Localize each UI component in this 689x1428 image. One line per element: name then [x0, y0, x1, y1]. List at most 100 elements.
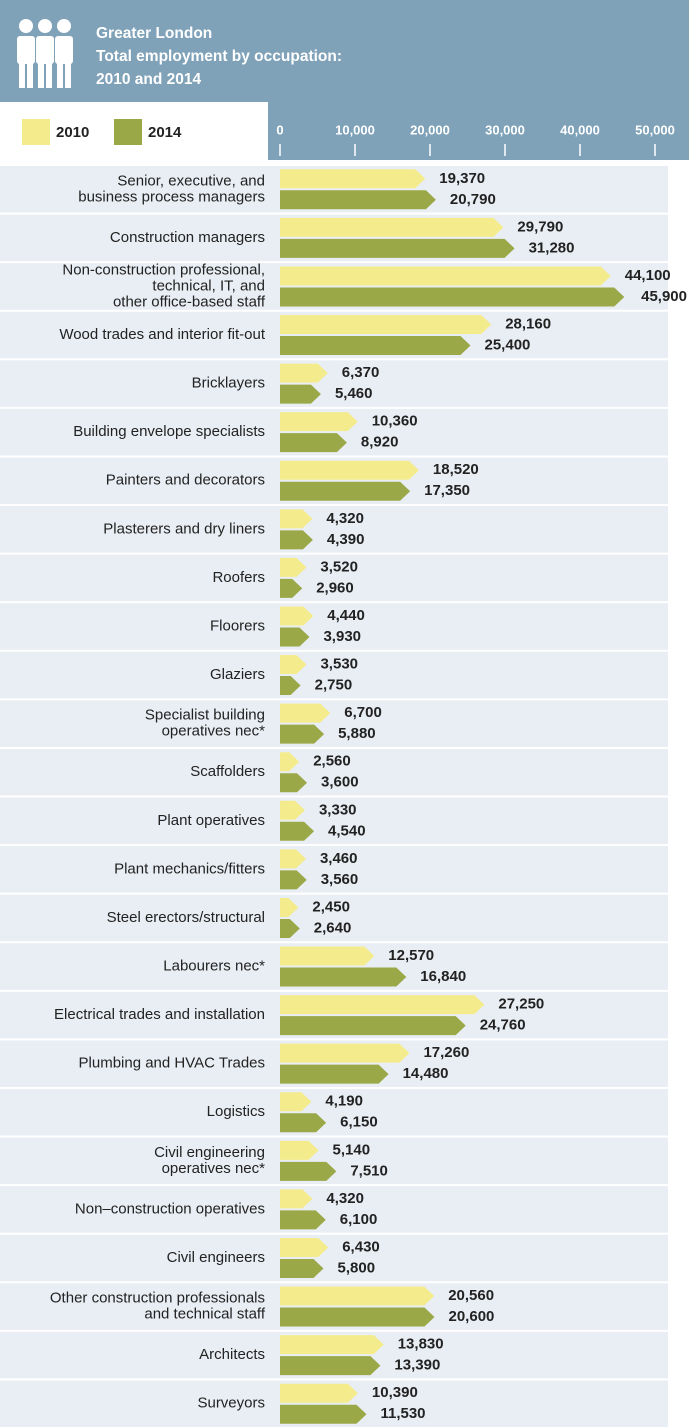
bar: [280, 897, 299, 917]
bar: [280, 773, 307, 793]
bar: [280, 918, 300, 938]
row-background: [0, 894, 668, 942]
category-label: Senior, executive, and: [117, 172, 265, 189]
row-background: [0, 1234, 668, 1282]
bar: [280, 1092, 312, 1112]
bar: [280, 1064, 389, 1084]
bar: [280, 1140, 319, 1160]
category-label: Plant mechanics/fitters: [114, 860, 265, 877]
row-background: [0, 797, 668, 845]
value-label: 13,830: [398, 1336, 444, 1353]
value-label: 17,260: [423, 1044, 469, 1061]
value-label: 16,840: [420, 968, 466, 985]
value-label: 2,560: [313, 753, 351, 770]
value-label: 13,390: [394, 1357, 440, 1374]
value-label: 5,460: [335, 385, 373, 402]
bar: [280, 315, 492, 335]
value-label: 19,370: [439, 170, 485, 187]
bar: [280, 509, 313, 529]
category-label: Logistics: [207, 1103, 265, 1120]
x-tick-label: 40,000: [560, 122, 600, 137]
chart-subtitle: 2010 and 2014: [96, 71, 202, 88]
category-label: Electrical trades and installation: [54, 1006, 265, 1023]
row-background: [0, 360, 668, 407]
category-label: Plasterers and dry liners: [103, 520, 265, 537]
value-label: 6,100: [340, 1211, 378, 1228]
legend-swatch: [22, 119, 50, 145]
category-label: Architects: [199, 1346, 265, 1363]
category-label: Painters and decorators: [106, 472, 265, 489]
value-label: 29,790: [517, 218, 563, 235]
category-label: Roofers: [212, 569, 265, 586]
x-tick-label: 50,000: [635, 122, 675, 137]
bar: [280, 460, 419, 480]
bar: [280, 363, 328, 383]
bar: [280, 724, 325, 744]
value-label: 2,960: [316, 579, 354, 596]
category-label: Labourers nec*: [163, 957, 265, 974]
row-background: [0, 651, 668, 699]
bar: [280, 849, 306, 869]
category-label: Building envelope specialists: [73, 423, 265, 440]
axis-band: [268, 102, 689, 160]
value-label: 6,370: [342, 364, 380, 381]
category-label: operatives nec*: [162, 1160, 266, 1177]
value-label: 5,140: [333, 1141, 371, 1158]
bar: [280, 578, 303, 598]
bar: [280, 995, 485, 1015]
bar: [280, 676, 301, 696]
category-label: and technical staff: [144, 1306, 265, 1323]
category-label: Construction managers: [110, 229, 265, 246]
bar: [280, 433, 347, 453]
category-label: Non–construction operatives: [75, 1200, 265, 1217]
bar: [280, 655, 307, 675]
value-label: 5,800: [338, 1259, 376, 1276]
value-label: 6,430: [342, 1238, 380, 1255]
value-label: 8,920: [361, 434, 399, 451]
bar: [280, 336, 471, 356]
bar: [280, 384, 321, 404]
category-label: business process managers: [78, 188, 265, 205]
value-label: 4,320: [326, 1190, 364, 1207]
x-tick-label: 20,000: [410, 122, 450, 137]
row-background: [0, 846, 668, 893]
bar: [280, 287, 625, 307]
bar: [280, 606, 314, 626]
value-label: 3,520: [320, 558, 358, 575]
category-label: Bricklayers: [192, 375, 265, 392]
value-label: 2,450: [312, 898, 350, 915]
value-label: 3,330: [319, 801, 357, 818]
bar: [280, 1113, 327, 1133]
header-band: [0, 0, 689, 102]
row-background: [0, 748, 668, 796]
value-label: 2,640: [314, 919, 352, 936]
category-label: technical, IT, and: [152, 277, 265, 294]
bar: [280, 1016, 466, 1036]
bar: [280, 821, 315, 841]
bar: [280, 1335, 384, 1355]
category-label: Civil engineers: [167, 1249, 265, 1266]
value-label: 5,880: [338, 725, 376, 742]
category-label: other office-based staff: [113, 293, 266, 310]
chart-subtitle: Total employment by occupation:: [96, 48, 342, 65]
bar: [280, 1189, 313, 1209]
bar: [280, 1258, 324, 1278]
chart-title: Greater London: [96, 25, 212, 42]
value-label: 6,700: [344, 704, 382, 721]
value-label: 28,160: [505, 315, 551, 332]
value-label: 3,530: [320, 656, 358, 673]
bar: [280, 1356, 381, 1376]
row-background: [0, 603, 668, 650]
category-label: Plumbing and HVAC Trades: [79, 1055, 265, 1072]
category-label: Scaffolders: [190, 763, 265, 780]
row-background: [0, 700, 668, 747]
category-label: Steel erectors/structural: [107, 909, 265, 926]
category-label: Surveyors: [197, 1395, 265, 1412]
value-label: 20,560: [448, 1287, 494, 1304]
value-label: 31,280: [529, 239, 575, 256]
value-label: 24,760: [480, 1017, 526, 1034]
bar: [280, 530, 313, 550]
legend-label: 2010: [56, 124, 89, 141]
bar: [280, 703, 331, 723]
category-label: Glaziers: [210, 666, 265, 683]
